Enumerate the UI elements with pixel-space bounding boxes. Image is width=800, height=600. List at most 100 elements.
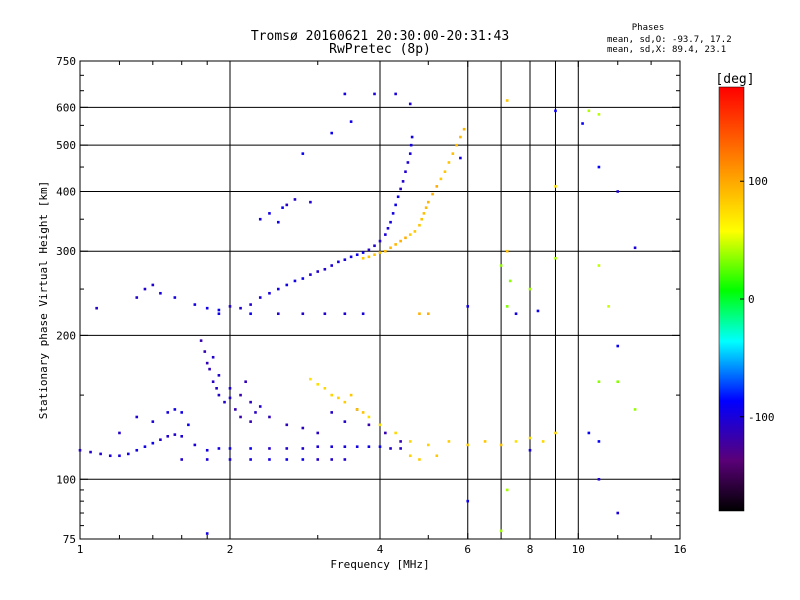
data-point [330, 264, 334, 267]
data-point [554, 109, 557, 113]
data-point [258, 405, 262, 408]
data-point [343, 92, 347, 96]
data-point [309, 377, 312, 381]
data-point [597, 113, 601, 116]
data-point [499, 443, 503, 447]
data-point [424, 206, 428, 209]
data-point [173, 408, 177, 411]
data-point [293, 279, 297, 283]
data-point [455, 143, 458, 147]
data-point [399, 187, 402, 191]
data-point [418, 223, 421, 227]
y-tick-label: 200 [56, 329, 76, 342]
data-point [193, 443, 197, 447]
x-tick-label: 10 [572, 543, 585, 556]
data-point [180, 435, 184, 438]
data-point [330, 411, 334, 414]
data-point [597, 477, 601, 481]
data-point [337, 396, 340, 400]
data-point [258, 217, 262, 221]
data-point [505, 249, 509, 253]
x-axis-label: Frequency [MHz] [330, 558, 429, 571]
data-point [316, 458, 320, 461]
data-point [239, 415, 242, 419]
data-point [343, 420, 347, 423]
stats-header: Phases [632, 23, 665, 33]
colorbar-ticks: 100 0 -100 [740, 175, 775, 424]
data-point [367, 445, 371, 448]
data-point [404, 236, 407, 240]
data-point [268, 458, 271, 461]
colorbar-tick-label: 0 [748, 293, 755, 306]
data-point [373, 244, 376, 248]
data-point [514, 440, 518, 443]
data-point [276, 312, 280, 316]
data-point [399, 239, 402, 243]
data-point [293, 198, 297, 201]
data-point [361, 312, 365, 316]
x-tick-label: 16 [673, 543, 686, 556]
data-point [355, 408, 359, 411]
data-point [249, 400, 252, 404]
x-tick-label: 2 [227, 543, 234, 556]
data-point [431, 192, 434, 196]
data-point [343, 458, 347, 461]
ticks-layer: 1 2 4 6 8 10 16 75 100 200 300 400 500 600 750 [56, 55, 687, 556]
data-point [528, 287, 532, 291]
data-point [211, 380, 215, 384]
data-point [89, 450, 92, 454]
data-point [217, 393, 221, 397]
data-point [373, 253, 376, 257]
data-point [239, 393, 242, 397]
data-point [108, 454, 112, 458]
data-point [228, 447, 232, 450]
data-point [309, 200, 312, 204]
data-point [228, 305, 232, 308]
data-point [426, 443, 430, 447]
data-point [408, 233, 412, 236]
data-point [410, 135, 414, 139]
data-point [95, 306, 98, 310]
data-point [466, 305, 470, 308]
data-point [435, 185, 439, 188]
points-layer [78, 92, 637, 535]
data-point [394, 203, 397, 207]
data-point [316, 431, 320, 435]
data-point [587, 431, 591, 435]
data-point [483, 440, 487, 443]
data-point [394, 92, 397, 96]
data-point [249, 312, 252, 316]
data-point [330, 131, 334, 135]
data-point [420, 217, 423, 221]
data-point [541, 440, 545, 443]
data-point [249, 447, 252, 450]
data-point [126, 452, 130, 456]
data-point [386, 227, 390, 230]
y-tick-label: 300 [56, 245, 76, 258]
data-point [330, 445, 334, 448]
data-point [355, 253, 359, 257]
data-point [173, 433, 177, 436]
data-point [228, 396, 232, 400]
data-point [285, 447, 289, 450]
y-tick-label: 400 [56, 185, 76, 198]
data-point [597, 264, 601, 267]
data-point [378, 445, 382, 448]
data-point [199, 339, 203, 342]
data-point [367, 255, 371, 259]
grid-layer [80, 61, 680, 539]
data-point [301, 312, 305, 316]
data-point [499, 529, 503, 533]
data-point [384, 431, 387, 435]
data-point [422, 212, 426, 215]
data-point [301, 426, 305, 430]
data-point [459, 135, 462, 139]
data-point [135, 296, 139, 299]
data-point [508, 279, 512, 283]
data-point [268, 415, 271, 419]
y-tick-label: 750 [56, 55, 76, 68]
data-point [361, 411, 365, 414]
data-point [367, 423, 371, 427]
data-point [361, 251, 365, 254]
